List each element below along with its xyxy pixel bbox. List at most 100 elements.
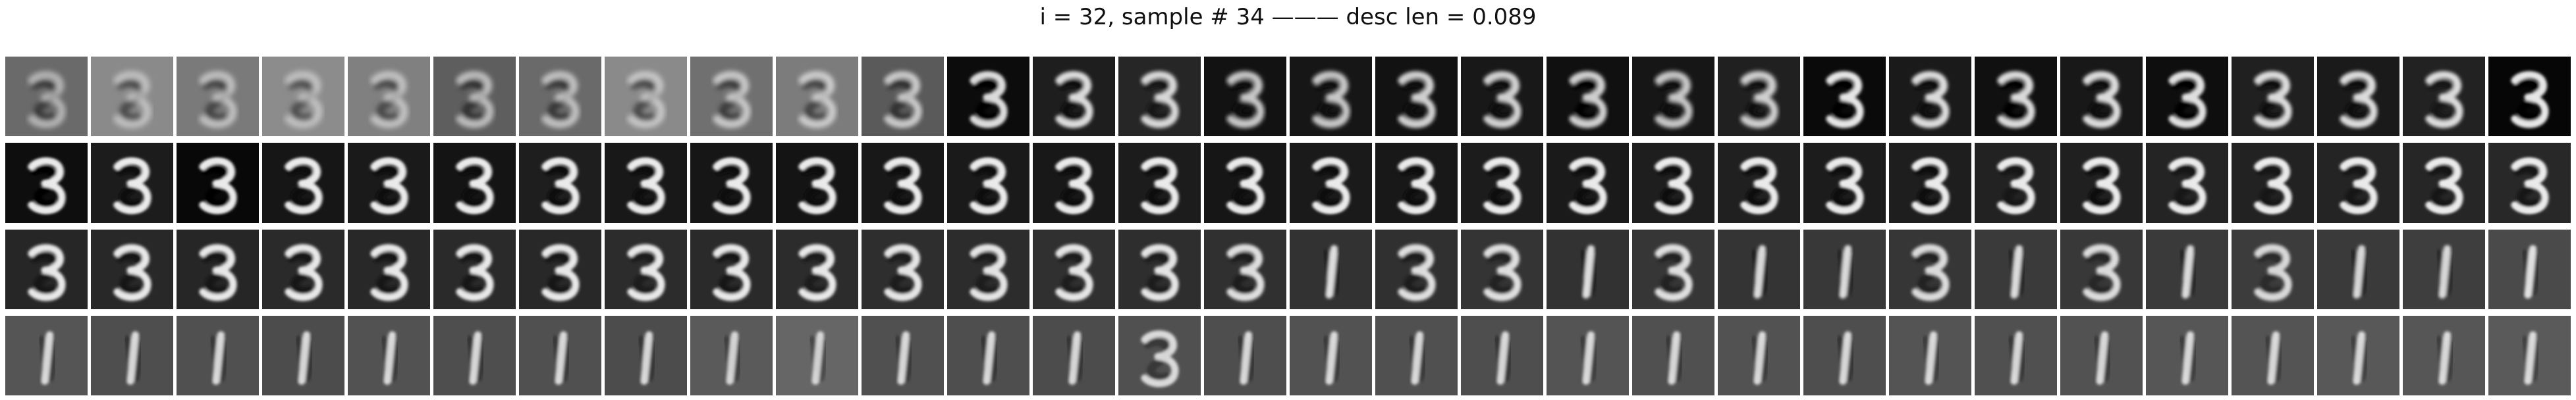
digit-tile — [348, 57, 430, 137]
digit-ghost-stroke — [801, 79, 830, 122]
digit-stroke — [541, 243, 580, 301]
digit-stroke — [456, 157, 494, 214]
digit-stroke — [2267, 331, 2280, 385]
digit-image — [456, 71, 494, 128]
digit-image — [28, 71, 66, 128]
digit-stroke — [627, 243, 665, 301]
digit-tile — [1033, 315, 1115, 395]
digit-image — [2254, 71, 2292, 128]
digit-image — [1997, 157, 2035, 214]
digit-tile — [2317, 229, 2399, 309]
digit-tile — [5, 57, 88, 137]
digit-stroke — [2511, 71, 2549, 128]
digit-tile — [1033, 143, 1115, 223]
digit-tile — [1889, 229, 1971, 309]
digit-tile — [2488, 57, 2571, 137]
digit-image — [1826, 157, 1864, 214]
digit-stroke — [2353, 331, 2366, 385]
digit-stroke — [627, 157, 665, 214]
digit-stroke — [370, 157, 408, 214]
digit-ghost-stroke — [544, 79, 573, 122]
digit-tile — [519, 315, 601, 395]
digit-stroke — [1141, 330, 1179, 388]
digit-tile — [262, 315, 344, 395]
digit-image — [199, 157, 237, 214]
digit-stroke — [884, 71, 922, 128]
digit-tile — [1632, 315, 1714, 395]
digit-tile — [1889, 315, 1971, 395]
digit-stroke — [2524, 331, 2537, 385]
digit-ghost-stroke — [630, 165, 659, 209]
digit-image — [970, 243, 1008, 301]
digit-tile — [947, 229, 1029, 309]
digit-image — [2178, 245, 2198, 299]
digit-image — [1655, 157, 1693, 214]
digit-stroke — [1055, 243, 1093, 301]
digit-ghost-stroke — [2428, 79, 2457, 122]
digit-tile — [1290, 143, 1372, 223]
digit-stroke — [1753, 245, 1767, 299]
digit-stroke — [199, 71, 237, 128]
digit-ghost-stroke — [116, 251, 145, 295]
digit-image — [1321, 331, 1342, 385]
digit-stroke — [2511, 157, 2549, 214]
digit-stroke — [897, 331, 910, 385]
digit-ghost-stroke — [202, 79, 231, 122]
digit-tile — [177, 315, 259, 395]
digit-image — [285, 243, 323, 301]
digit-ghost-stroke — [1657, 79, 1686, 122]
digit-stroke — [713, 71, 751, 128]
digit-tile — [1375, 57, 1458, 137]
digit-tile — [2232, 315, 2314, 395]
digit-tile — [605, 315, 687, 395]
digit-ghost-stroke — [1400, 79, 1429, 122]
digit-ghost-stroke — [1229, 251, 1258, 295]
digit-image — [1064, 331, 1085, 385]
digit-stroke — [285, 157, 323, 214]
digit-stroke — [726, 331, 739, 385]
digit-stroke — [1483, 71, 1521, 128]
digit-image — [1921, 331, 1941, 385]
digit-tile — [177, 143, 259, 223]
digit-tile — [605, 57, 687, 137]
digit-image — [2263, 331, 2284, 385]
digit-ghost-stroke — [458, 251, 487, 295]
digit-image — [2083, 157, 2121, 214]
digit-image — [1578, 331, 1599, 385]
digit-stroke — [1826, 157, 1864, 214]
digit-tile — [262, 57, 344, 137]
digit-image — [113, 243, 151, 301]
digit-tile — [1290, 57, 1372, 137]
digit-tile — [1889, 57, 1971, 137]
digit-ghost-stroke — [287, 251, 316, 295]
digit-ghost-stroke — [715, 251, 744, 295]
digit-ghost-stroke — [1828, 79, 1857, 122]
digit-stroke — [2254, 243, 2292, 301]
digit-ghost-stroke — [202, 165, 231, 209]
digit-ghost-stroke — [972, 251, 1001, 295]
digit-tile — [1461, 57, 1543, 137]
digit-image — [1749, 331, 1770, 385]
digit-ghost-stroke — [887, 165, 916, 209]
digit-ghost-stroke — [2000, 79, 2029, 122]
digit-tile — [776, 315, 858, 395]
digit-image — [2434, 245, 2455, 299]
digit-image — [1141, 330, 1179, 388]
digit-tile — [2060, 143, 2143, 223]
digit-tile — [1461, 143, 1543, 223]
digit-tile — [1718, 315, 1800, 395]
digit-tile — [1033, 229, 1115, 309]
digit-tile — [947, 143, 1029, 223]
digit-stroke — [456, 243, 494, 301]
digit-image — [2520, 331, 2540, 385]
digit-stroke — [1068, 331, 1082, 385]
digit-tile — [519, 229, 601, 309]
digit-tile — [1632, 57, 1714, 137]
digit-image — [2092, 331, 2112, 385]
digit-image — [1578, 245, 1599, 299]
digit-image — [2254, 243, 2292, 301]
digit-image — [2006, 245, 2027, 299]
digit-image — [1740, 71, 1778, 128]
digit-image — [2511, 71, 2549, 128]
digit-image — [884, 71, 922, 128]
